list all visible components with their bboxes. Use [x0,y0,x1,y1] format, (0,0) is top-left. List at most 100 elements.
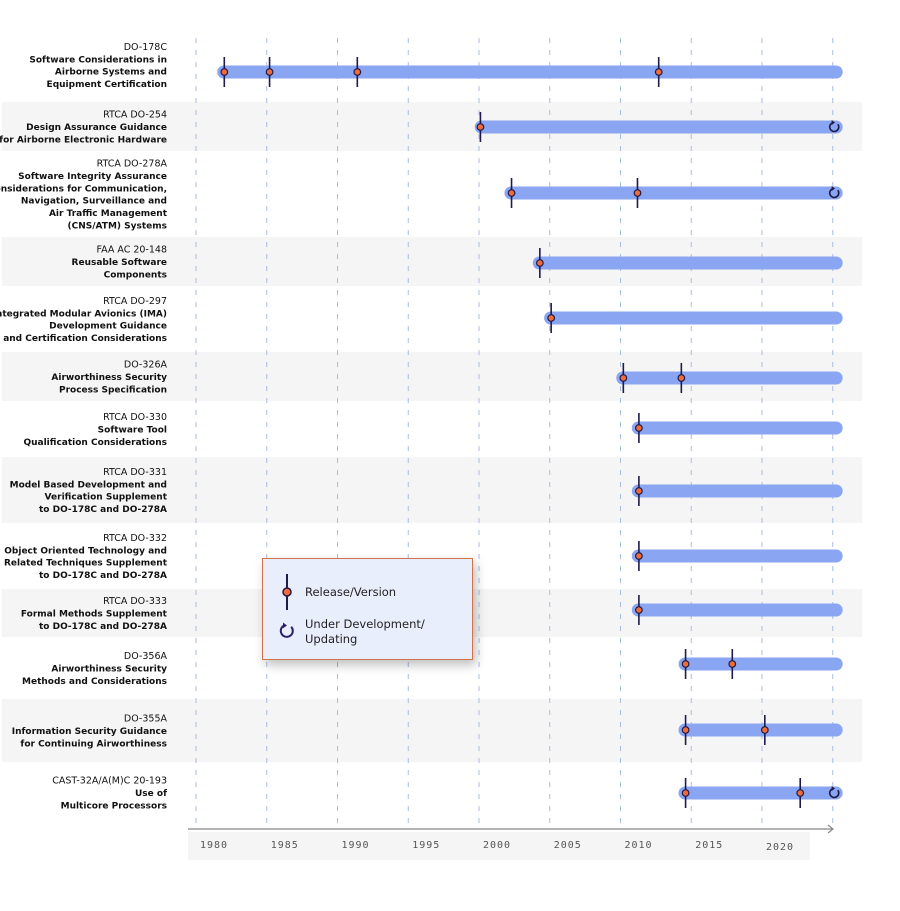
row-code-label: FAA AC 20-148 [96,245,167,256]
row-code-label: RTCA DO-297 [103,296,167,307]
release-marker [220,68,229,76]
timeline-row: RTCA DO-297 Integrated Modular Avionics (… [0,296,843,344]
legend-release-label: Release/Version [305,585,397,599]
release-marker [633,189,642,197]
row-title-label: Methods and Considerations [22,677,167,687]
row-code-label: DO-326A [124,360,168,371]
x-axis-arrow-icon [827,824,834,834]
x-tick-label: 1980 [200,840,228,851]
legend-updating-label-line1: Under Development/ [305,617,425,631]
release-marker [681,660,690,668]
row-title-label: Software Considerations in [29,55,167,65]
release-marker [476,123,485,131]
axis-label-band [188,832,810,860]
row-title-label: Formal Methods Supplement [21,610,168,620]
timeline-row: DO-356A Airworthiness Security Methods and… [22,649,843,687]
legend-updating-label-line2: Updating [305,632,358,646]
release-marker [353,68,362,76]
timeline-bar [217,65,843,79]
row-code-label: RTCA DO-333 [103,596,167,607]
release-marker [681,726,690,734]
row-code-label: RTCA DO-330 [103,412,167,423]
refresh-icon [828,787,840,799]
refresh-icon [828,121,840,133]
timeline-row: DO-326A Airworthiness Security Process Spe… [51,360,843,395]
timeline-row: RTCA DO-332 Object Oriented Technology an… [4,533,843,581]
timeline-row: RTCA DO-333 Formal Methods Supplement to D… [21,595,843,632]
timeline-bar [678,786,843,800]
row-title-label: for Continuing Airworthiness [20,739,167,749]
row-code-label: RTCA DO-278A [97,159,168,170]
row-title-label: Information Security Guidance [12,727,167,737]
row-code-label: DO-356A [124,651,168,662]
timeline-bar [631,421,843,435]
legend: Release/Version Under Development/ Updat… [262,558,473,660]
row-title-label: Development Guidance [49,322,167,332]
row-title-label: Multicore Processors [61,801,167,811]
x-tick-label: 1990 [341,840,369,851]
row-title-label: Related Techniques Supplement [4,559,168,569]
release-marker [654,68,663,76]
timeline-bar [631,603,843,617]
row-title-label: Qualification Considerations [23,438,167,448]
row-title-label: Equipment Certification [47,80,167,90]
release-marker [681,789,690,797]
release-marker [760,726,769,734]
row-title-label: Verification Supplement [45,493,168,503]
row-title-label: Airworthiness Security [51,665,167,675]
timeline-row: DO-178C Software Considerations in Airborn… [29,42,843,90]
refresh-icon-arrow [831,786,835,791]
timeline-row: RTCA DO-278A Software Integrity Assurance… [0,159,843,232]
row-code-label: RTCA DO-254 [103,110,167,121]
x-tick-label: 1995 [412,840,440,851]
timeline-bar [631,549,843,563]
refresh-icon [828,187,840,199]
row-title-label: Software Tool [98,426,167,436]
release-marker [796,789,805,797]
release-marker [507,189,516,197]
refresh-icon-arrow [831,120,835,125]
row-title-label: Air Traffic Management [49,209,168,219]
timeline-bar [504,186,843,200]
row-code-label: CAST-32A/A(M)C 20-193 [52,776,167,787]
timeline-row: RTCA DO-331 Model Based Development and Ve… [10,467,843,515]
timeline-bar [678,657,843,671]
row-title-label: Model Based Development and [10,480,167,490]
release-marker-icon [282,574,292,610]
timeline-bar [616,371,843,385]
row-title-label: Integrated Modular Avionics (IMA) [0,309,167,319]
timeline-bar [678,723,843,737]
release-marker [677,374,686,382]
release-marker [265,68,274,76]
row-title-label: and Certification Considerations [3,334,167,344]
timeline-bar [474,120,843,134]
row-title-label: Navigation, Surveillance and [21,197,167,207]
timeline-bar [532,256,843,270]
row-title-label: Airborne Systems and [55,68,167,78]
timeline-row: RTCA DO-254 Design Assurance Guidance for … [0,110,843,145]
timeline-row: CAST-32A/A(M)C 20-193 Use of Multicore Pro… [52,776,843,811]
release-marker [535,259,544,267]
x-tick-label: 2015 [695,840,723,851]
row-title-label: Components [104,270,167,280]
row-title-label: Design Assurance Guidance [26,123,167,133]
release-marker [728,660,737,668]
row-title-label: Airworthiness Security [51,373,167,383]
row-code-label: DO-355A [124,714,168,725]
row-code-label: RTCA DO-331 [103,467,167,478]
timeline-bar [631,484,843,498]
x-tick-label: 2020 [766,842,794,853]
x-tick-label: 2005 [554,840,582,851]
x-tick-label: 2000 [483,840,511,851]
refresh-icon-arrow [831,186,835,191]
row-title-label: Considerations for Communication, [0,184,167,194]
refresh-icon [279,622,294,638]
timeline-row: RTCA DO-330 Software Tool Qualification Co… [23,412,843,448]
row-code-label: DO-178C [124,42,168,53]
timeline-row: DO-355A Information Security Guidance for … [12,714,843,749]
row-title-label: Software Integrity Assurance [18,172,167,182]
row-title-label: Reusable Software [72,258,167,268]
release-marker [634,424,643,432]
row-title-label: (CNS/ATM) Systems [68,222,167,232]
